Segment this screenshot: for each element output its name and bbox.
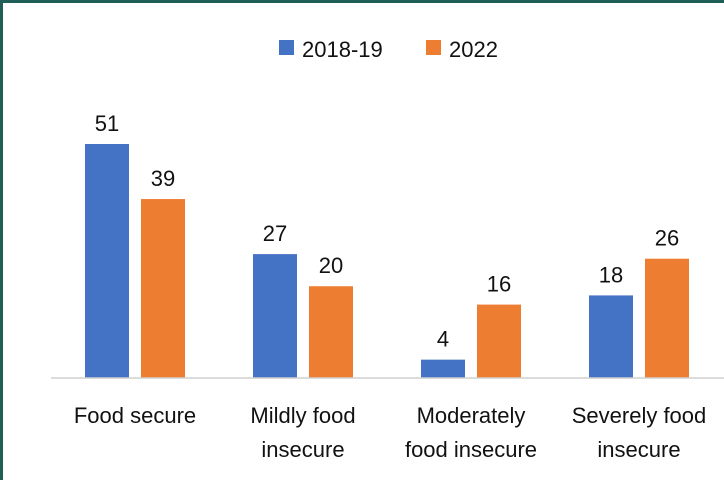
x-tick-label-severely-food-insecure-line-1: Severely food [572,403,707,428]
x-axis-labels: Food secure Mildly food insecure Moderately… [74,403,706,462]
data-label-severely-food-insecure-2022: 26 [655,226,679,251]
bar-mildly-food-insecure-2022 [309,286,353,378]
data-label-moderately-food-insecure-2022: 16 [487,272,511,297]
x-tick-label-moderately-food-insecure-line-1: Moderately [417,403,526,428]
data-label-severely-food-insecure-2018-19: 18 [599,262,623,287]
bar-moderately-food-insecure-2022 [477,304,521,378]
x-tick-label-severely-food-insecure-line-2: insecure [597,437,680,462]
x-tick-label-mildly-food-insecure-line-1: Mildly food [250,403,355,428]
data-label-food-secure-2022: 39 [151,166,175,191]
bar-chart: 2018-19 2022 51 39 27 20 4 16 18 26 Food secure… [51,37,724,462]
bar-mildly-food-insecure-2018-19 [253,254,297,378]
bar-severely-food-insecure-2022 [645,258,689,378]
data-label-food-secure-2018-19: 51 [95,111,119,136]
bar-severely-food-insecure-2018-19 [589,295,633,378]
x-tick-label-food-secure-line-1: Food secure [74,403,196,428]
x-tick-label-mildly-food-insecure-line-2: insecure [261,437,344,462]
legend-label-2018-19: 2018-19 [302,37,383,62]
bar-food-secure-2022 [141,199,185,378]
x-tick-label-moderately-food-insecure-line-2: food insecure [405,437,537,462]
legend-swatch-2018-19 [279,40,294,55]
data-label-mildly-food-insecure-2018-19: 27 [263,221,287,246]
data-label-mildly-food-insecure-2022: 20 [319,253,343,278]
bar-moderately-food-insecure-2018-19 [421,359,465,378]
plot-area: 51 39 27 20 4 16 18 26 [85,111,689,378]
bar-food-secure-2018-19 [85,144,129,378]
data-label-moderately-food-insecure-2018-19: 4 [437,327,449,352]
legend: 2018-19 2022 [279,37,498,62]
legend-label-2022: 2022 [449,37,498,62]
legend-swatch-2022 [426,40,441,55]
